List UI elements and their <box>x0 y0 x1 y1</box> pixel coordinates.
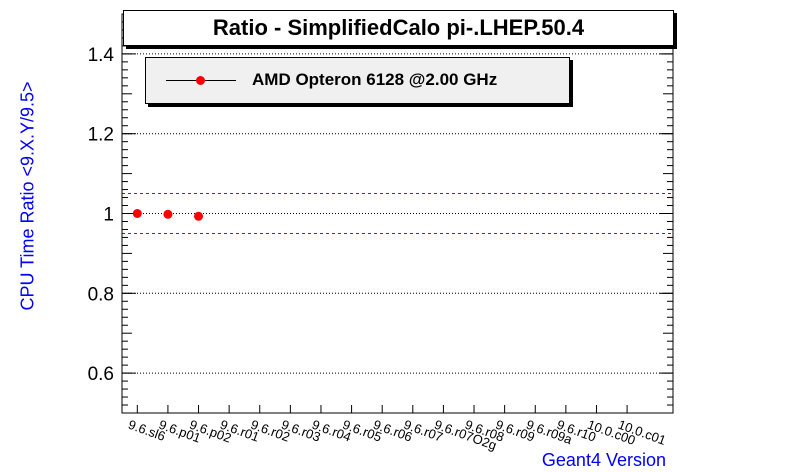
x-axis-label: Geant4 Version <box>541 450 666 470</box>
y-tick-label: 0.6 <box>88 364 114 385</box>
data-point <box>194 211 204 221</box>
data-point <box>132 209 142 218</box>
y-tick-label: 1.2 <box>88 125 114 146</box>
legend-marker <box>196 76 205 85</box>
y-tick-label: 0.8 <box>88 284 114 305</box>
y-tick-label: 1 <box>103 205 114 226</box>
chart-title: Ratio - SimplifiedCalo pi-.LHEP.50.4 <box>123 10 674 46</box>
reference-lines <box>122 193 673 234</box>
x-axis: 9.6.sl69.6.p019.6.p029.6.r019.6.r029.6.r… <box>126 405 668 453</box>
y-tick-label: 1.4 <box>88 45 115 66</box>
data-point <box>163 209 173 219</box>
y-axis-label: CPU Time Ratio <9.X.Y/9.5> <box>17 81 38 311</box>
grid-layer <box>122 53 673 374</box>
data-points <box>132 209 204 221</box>
legend: AMD Opteron 6128 @2.00 GHz <box>145 57 570 104</box>
legend-label: AMD Opteron 6128 @2.00 GHz <box>252 70 498 89</box>
